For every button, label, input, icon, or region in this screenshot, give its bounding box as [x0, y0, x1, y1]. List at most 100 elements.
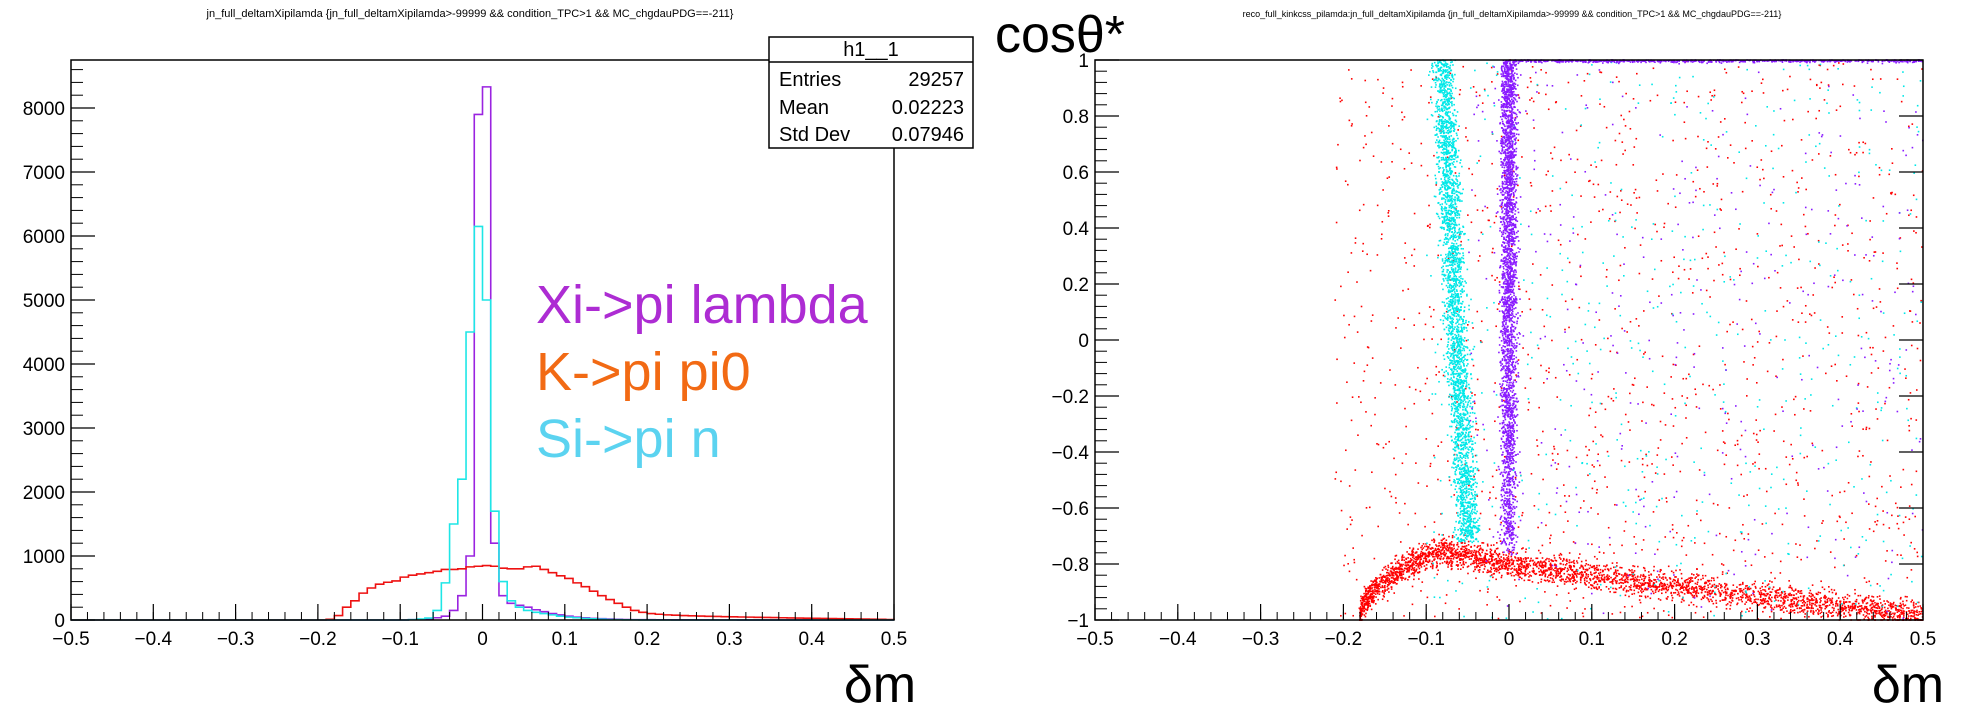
scatter-point [1730, 592, 1732, 594]
scatter-point [1568, 559, 1571, 561]
scatter-point [1874, 611, 1876, 614]
scatter-point [1529, 77, 1532, 79]
scatter-point [1539, 561, 1541, 564]
scatter-point [1474, 568, 1476, 571]
scatter-point [1455, 552, 1458, 554]
scatter-point [1390, 570, 1393, 573]
scatter-point [1796, 287, 1799, 289]
scatter-point [1435, 373, 1438, 376]
scatter-point [1910, 417, 1912, 420]
scatter-point [1568, 495, 1571, 497]
scatter-point [1691, 594, 1694, 596]
scatter-point [1570, 569, 1573, 571]
scatter-point [1363, 606, 1365, 608]
scatter-point [1857, 402, 1860, 404]
scatter-point [1853, 85, 1856, 87]
scatter-point [1712, 602, 1715, 605]
scatter-point [1735, 597, 1738, 600]
scatter-point [1565, 581, 1568, 583]
scatter-point [1781, 604, 1783, 607]
scatter-point [1757, 604, 1759, 606]
scatter-point [1489, 548, 1492, 551]
scatter-point [1518, 285, 1520, 288]
scatter-point [1729, 595, 1731, 598]
scatter-point [1607, 337, 1609, 340]
histogram-x-tick-label: 0 [477, 629, 488, 650]
scatter-point [1370, 608, 1373, 611]
scatter-point [1863, 577, 1866, 579]
scatter-point [1761, 78, 1764, 81]
scatter-point [1602, 552, 1605, 554]
scatter-point [1560, 159, 1562, 162]
scatter-point [1595, 571, 1597, 574]
scatter-point [1633, 574, 1636, 576]
scatter-point [1849, 614, 1851, 617]
scatter-point [1841, 609, 1844, 612]
scatter-point [1562, 557, 1565, 560]
scatter-point [1428, 553, 1431, 556]
scatter-point [1445, 90, 1448, 92]
scatter-point [1524, 387, 1527, 389]
scatter-point [1906, 617, 1908, 620]
scatter-point [1395, 327, 1397, 329]
scatter-point [1622, 153, 1624, 155]
scatter-point [1860, 610, 1862, 613]
scatter-point [1462, 65, 1465, 68]
scatter-point [1775, 590, 1778, 592]
scatter-point [1388, 176, 1391, 178]
scatter-point [1523, 561, 1526, 564]
scatter-point [1748, 610, 1750, 613]
scatter-point [1368, 106, 1371, 108]
scatter-point [1663, 584, 1666, 587]
scatter-point [1763, 556, 1766, 558]
scatter-point [1651, 463, 1653, 465]
scatter-point [1564, 564, 1567, 566]
scatter-point [1854, 153, 1856, 156]
scatter-point [1436, 556, 1439, 558]
scatter-point [1740, 101, 1743, 104]
scatter-point [1570, 565, 1572, 568]
scatter-point [1385, 579, 1387, 581]
scatter-point [1900, 554, 1902, 557]
scatter-point [1374, 583, 1376, 585]
scatter-point [1604, 565, 1607, 568]
scatter-point [1533, 561, 1536, 564]
scatter-point [1868, 475, 1871, 478]
scatter-point [1354, 242, 1357, 244]
scatter-point [1363, 370, 1366, 373]
scatter-point [1420, 142, 1423, 145]
scatter-point [1496, 561, 1499, 564]
scatter-point [1870, 68, 1872, 71]
scatter-point [1618, 579, 1621, 581]
scatter-point [1780, 223, 1783, 226]
scatter-point [1588, 581, 1590, 584]
scatter-point [1695, 593, 1697, 595]
scatter-point [1572, 574, 1575, 577]
scatter-point [1711, 590, 1714, 593]
scatter-point [1460, 542, 1463, 544]
scatter-point [1456, 560, 1458, 563]
scatter-point [1888, 604, 1890, 607]
scatter-point [1373, 557, 1376, 560]
scatter-point [1481, 561, 1484, 564]
scatter-point [1372, 581, 1375, 584]
scatter-point [1848, 148, 1850, 151]
scatter-point [1386, 571, 1388, 574]
scatter-point [1645, 588, 1648, 590]
scatter-point [1832, 64, 1835, 67]
scatter-point [1415, 564, 1417, 567]
scatter-point [1451, 368, 1453, 370]
scatter-point [1418, 578, 1420, 580]
scatter-point [1623, 606, 1626, 608]
scatter-point [1609, 191, 1612, 193]
scatter-point [1697, 135, 1699, 138]
scatter-point [1640, 586, 1642, 588]
scatter-point [1378, 577, 1381, 579]
scatter-point [1896, 78, 1899, 80]
scatter-point [1707, 141, 1709, 143]
scatter-point [1569, 574, 1571, 576]
scatter-point [1698, 469, 1701, 471]
scatter-point [1773, 606, 1776, 609]
scatter-point [1472, 488, 1474, 491]
scatter-point [1802, 595, 1805, 598]
